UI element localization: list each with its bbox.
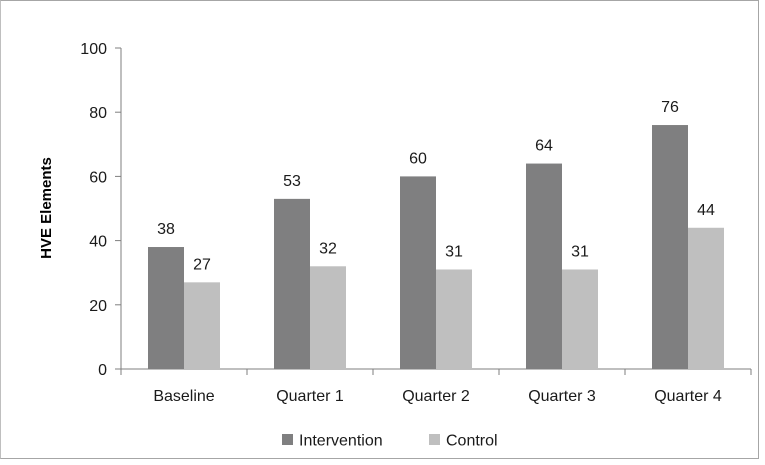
bar-intervention <box>148 247 184 369</box>
y-tick-label: 20 <box>89 298 107 315</box>
data-label: 64 <box>535 138 553 155</box>
y-axis-title: HVE Elements <box>38 157 55 259</box>
data-label: 60 <box>409 150 427 167</box>
y-tick-label: 0 <box>98 362 107 379</box>
data-label: 27 <box>193 256 211 273</box>
bar-control <box>436 269 472 369</box>
y-axis: 0 20 40 60 80 100 <box>80 41 122 379</box>
y-tick-label: 60 <box>89 169 107 186</box>
x-tick-label: Quarter 1 <box>276 388 344 405</box>
legend-swatch <box>282 434 293 445</box>
y-tick-label: 40 <box>89 234 107 251</box>
data-labels: 38 27 53 32 60 31 64 31 76 44 <box>157 99 715 273</box>
data-label: 44 <box>697 202 715 219</box>
data-label: 76 <box>661 99 679 116</box>
data-label: 38 <box>157 221 175 238</box>
x-tick-label: Baseline <box>153 388 214 405</box>
bar-intervention <box>400 176 436 369</box>
bar-control <box>562 269 598 369</box>
bar-intervention <box>274 198 310 369</box>
legend: Intervention Control <box>282 433 498 450</box>
bar-control <box>688 227 724 369</box>
x-axis: Baseline Quarter 1 Quarter 2 Quarter 3 Quart… <box>120 368 752 405</box>
bars <box>148 125 724 369</box>
y-tick-label: 100 <box>80 41 107 58</box>
data-label: 31 <box>571 243 589 260</box>
legend-label: Intervention <box>299 433 383 450</box>
data-label: 32 <box>319 240 337 257</box>
x-tick-label: Quarter 3 <box>528 388 596 405</box>
chart-area <box>0 0 759 459</box>
bar-intervention <box>652 125 688 369</box>
legend-swatch <box>429 434 440 445</box>
y-tick-label: 80 <box>89 105 107 122</box>
data-label: 53 <box>283 173 301 190</box>
x-tick-label: Quarter 4 <box>654 388 722 405</box>
bar-control <box>310 266 346 369</box>
x-tick-label: Quarter 2 <box>402 388 470 405</box>
legend-label: Control <box>446 433 498 450</box>
data-label: 31 <box>445 243 463 260</box>
bar-control <box>184 282 220 369</box>
bar-intervention <box>526 163 562 369</box>
